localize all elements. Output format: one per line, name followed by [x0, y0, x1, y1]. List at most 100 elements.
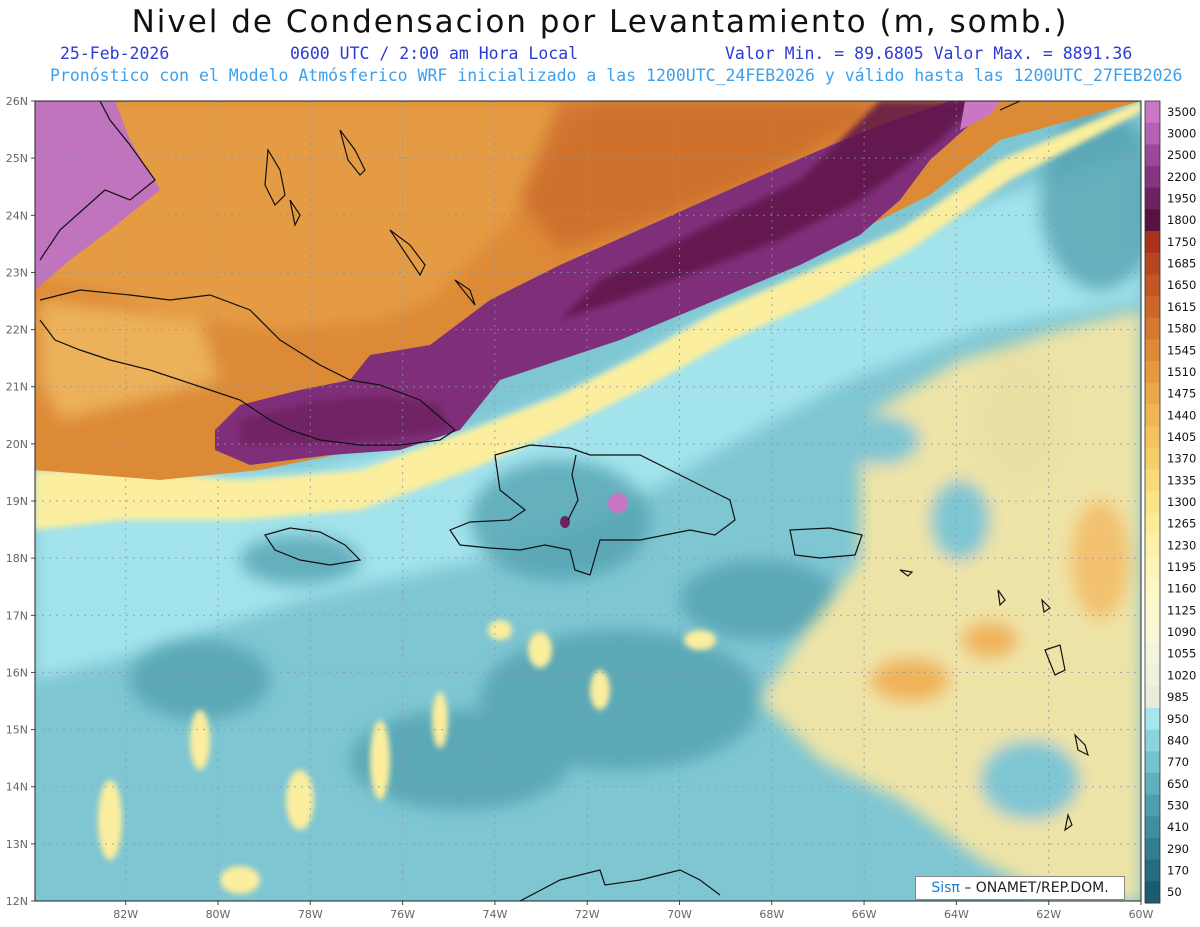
colorbar-swatch — [1145, 361, 1160, 384]
colorbar-label: 1800 — [1167, 213, 1196, 227]
lon-label: 64W — [944, 908, 969, 921]
colorbar-swatch — [1145, 382, 1160, 405]
colorbar-swatch — [1145, 577, 1160, 601]
colorbar-swatch — [1145, 794, 1160, 817]
st-kitts-coast — [997, 589, 1006, 607]
colorbar-swatch — [1145, 837, 1160, 861]
haiti-dr-border — [567, 454, 579, 521]
lon-label: 76W — [390, 908, 415, 921]
st-vincent-coast — [1064, 812, 1073, 832]
colorbar-swatch — [1145, 707, 1160, 731]
lat-label: 21N — [6, 381, 28, 394]
colorbar-label: 1195 — [1167, 560, 1196, 574]
colorbar-label: 410 — [1167, 820, 1189, 834]
lat-label: 16N — [6, 666, 28, 679]
colorbar-swatch — [1145, 426, 1160, 449]
colorbar-label: 1405 — [1167, 430, 1196, 444]
graticule — [35, 101, 1141, 901]
colorbar-swatch — [1145, 512, 1160, 536]
colorbar-swatch — [1145, 772, 1160, 796]
colorbar-label: 1950 — [1167, 192, 1196, 206]
puerto-rico-coast — [789, 527, 863, 559]
colorbar-label: 3000 — [1167, 127, 1196, 141]
colorbar-label: 1265 — [1167, 517, 1196, 531]
longitude-labels: 82W 80W 78W 76W 74W 72W 70W 68W 66W 64W 62W 60W — [113, 901, 1154, 921]
colorbar-label: 1750 — [1167, 235, 1196, 249]
colorbar-swatch — [1145, 664, 1160, 687]
lon-label: 74W — [482, 908, 507, 921]
south-america-coast — [519, 869, 721, 901]
lat-label: 12N — [6, 895, 28, 908]
colorbar-swatch — [1145, 144, 1160, 167]
lat-label: 22N — [6, 324, 28, 337]
colorbar-swatch — [1145, 859, 1160, 882]
lat-label: 13N — [6, 838, 28, 851]
lon-label: 62W — [1036, 908, 1061, 921]
colorbar-swatch — [1145, 816, 1160, 839]
colorbar-label: 1440 — [1167, 408, 1196, 422]
antigua-coast — [1041, 598, 1051, 614]
bahamas-island — [339, 129, 366, 176]
colorbar-label: 3500 — [1167, 105, 1196, 119]
virgin-islands-coast — [899, 569, 914, 577]
lat-label: 17N — [6, 609, 28, 622]
colorbar-swatch — [1145, 491, 1160, 514]
colorbar-label: 1510 — [1167, 365, 1196, 379]
lon-label: 68W — [759, 908, 784, 921]
valid-date: 25-Feb-2026 — [60, 44, 170, 63]
martinique-coast — [1074, 733, 1089, 757]
colorbar-swatch — [1145, 122, 1160, 145]
colorbar-label: 770 — [1167, 755, 1189, 769]
colorbar-label: 290 — [1167, 842, 1189, 856]
colorbar-swatch — [1145, 209, 1160, 232]
bahamas-island — [389, 229, 426, 277]
colorbar-swatch — [1145, 447, 1160, 470]
colorbar-label: 50 — [1167, 885, 1182, 899]
colorbar-swatch — [1145, 751, 1160, 774]
lat-label: 19N — [6, 495, 28, 508]
colorbar-label: 1685 — [1167, 257, 1196, 271]
colorbar-label: 2200 — [1167, 170, 1196, 184]
colorbar-label: 650 — [1167, 777, 1189, 791]
lon-label: 80W — [206, 908, 231, 921]
colorbar-label: 950 — [1167, 712, 1189, 726]
bermuda-island — [999, 101, 1021, 111]
lat-label: 23N — [6, 266, 28, 279]
lat-label: 26N — [6, 95, 28, 108]
coastlines — [39, 101, 1089, 901]
jamaica-coast — [264, 527, 362, 566]
colorbar-swatch — [1145, 231, 1160, 254]
colorbar-label: 1545 — [1167, 343, 1196, 357]
colorbar-label: 1160 — [1167, 582, 1196, 596]
lat-label: 25N — [6, 152, 28, 165]
colorbar-label: 1020 — [1167, 668, 1196, 682]
lat-label: 15N — [6, 724, 28, 737]
colorbar-swatch — [1145, 599, 1160, 622]
colorbar-label: 1125 — [1167, 603, 1196, 617]
lon-label: 82W — [113, 908, 138, 921]
colorbar-label: 1580 — [1167, 322, 1196, 336]
colorbar-label: 1055 — [1167, 647, 1196, 661]
bahamas-island — [454, 279, 476, 306]
credit-box: Sisπ – ONAMET/REP.DOM. — [915, 876, 1125, 900]
colorbar: 3500 3000 2500 2200 1950 1800 1750 1685 1650 1615… — [1144, 100, 1196, 904]
colorbar-swatch — [1145, 556, 1160, 579]
colorbar-swatch — [1145, 881, 1160, 904]
colorbar-label: 1615 — [1167, 300, 1196, 314]
colorbar-swatch — [1145, 404, 1160, 427]
cuba-coast — [39, 289, 456, 446]
colorbar-label: 2500 — [1167, 148, 1196, 162]
credit-brand: Sisπ — [931, 880, 960, 896]
colorbar-swatch — [1145, 469, 1160, 492]
colorbar-swatch — [1145, 317, 1160, 340]
colorbar-label: 985 — [1167, 690, 1189, 704]
colorbar-swatch — [1145, 187, 1160, 210]
lat-label: 18N — [6, 552, 28, 565]
colorbar-label: 1090 — [1167, 625, 1196, 639]
guadeloupe-coast — [1044, 644, 1066, 676]
latitude-labels: 26N 25N 24N 23N 22N 21N 20N 19N 18N 17N 16N 15N 14N 1… — [6, 95, 35, 908]
colorbar-label: 1335 — [1167, 473, 1196, 487]
colorbar-label: 1230 — [1167, 538, 1196, 552]
colorbar-label: 1300 — [1167, 495, 1196, 509]
